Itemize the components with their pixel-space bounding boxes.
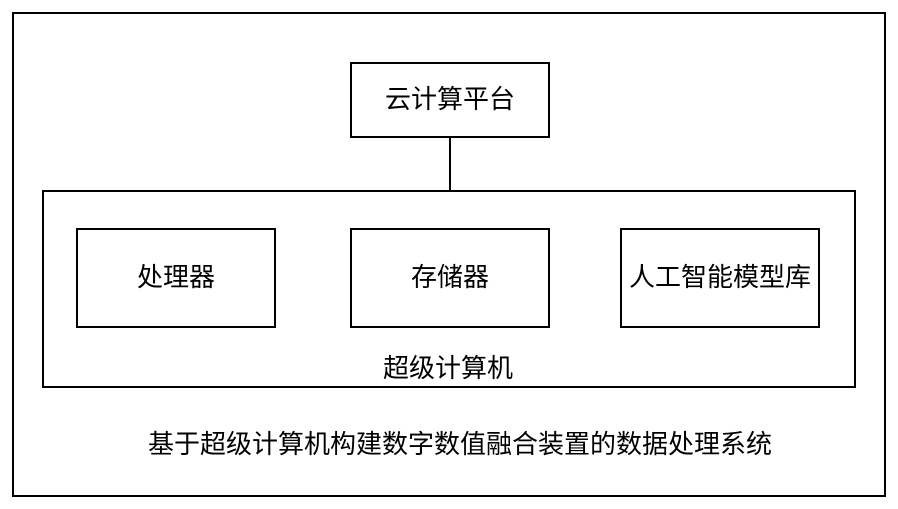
ai-model-library-label: 人工智能模型库 xyxy=(629,261,811,295)
cloud-platform-node: 云计算平台 xyxy=(350,62,550,138)
memory-node: 存储器 xyxy=(350,228,550,328)
processor-label: 处理器 xyxy=(137,261,215,295)
connector-line xyxy=(449,138,451,190)
ai-model-library-node: 人工智能模型库 xyxy=(620,228,820,328)
processor-node: 处理器 xyxy=(76,228,276,328)
memory-label: 存储器 xyxy=(411,261,489,295)
supercomputer-label: 超级计算机 xyxy=(338,348,558,385)
diagram-caption-text: 基于超级计算机构建数字数值融合装置的数据处理系统 xyxy=(148,429,772,459)
supercomputer-label-text: 超级计算机 xyxy=(383,353,513,383)
diagram-caption: 基于超级计算机构建数字数值融合装置的数据处理系统 xyxy=(110,424,810,461)
cloud-platform-label: 云计算平台 xyxy=(385,83,515,117)
